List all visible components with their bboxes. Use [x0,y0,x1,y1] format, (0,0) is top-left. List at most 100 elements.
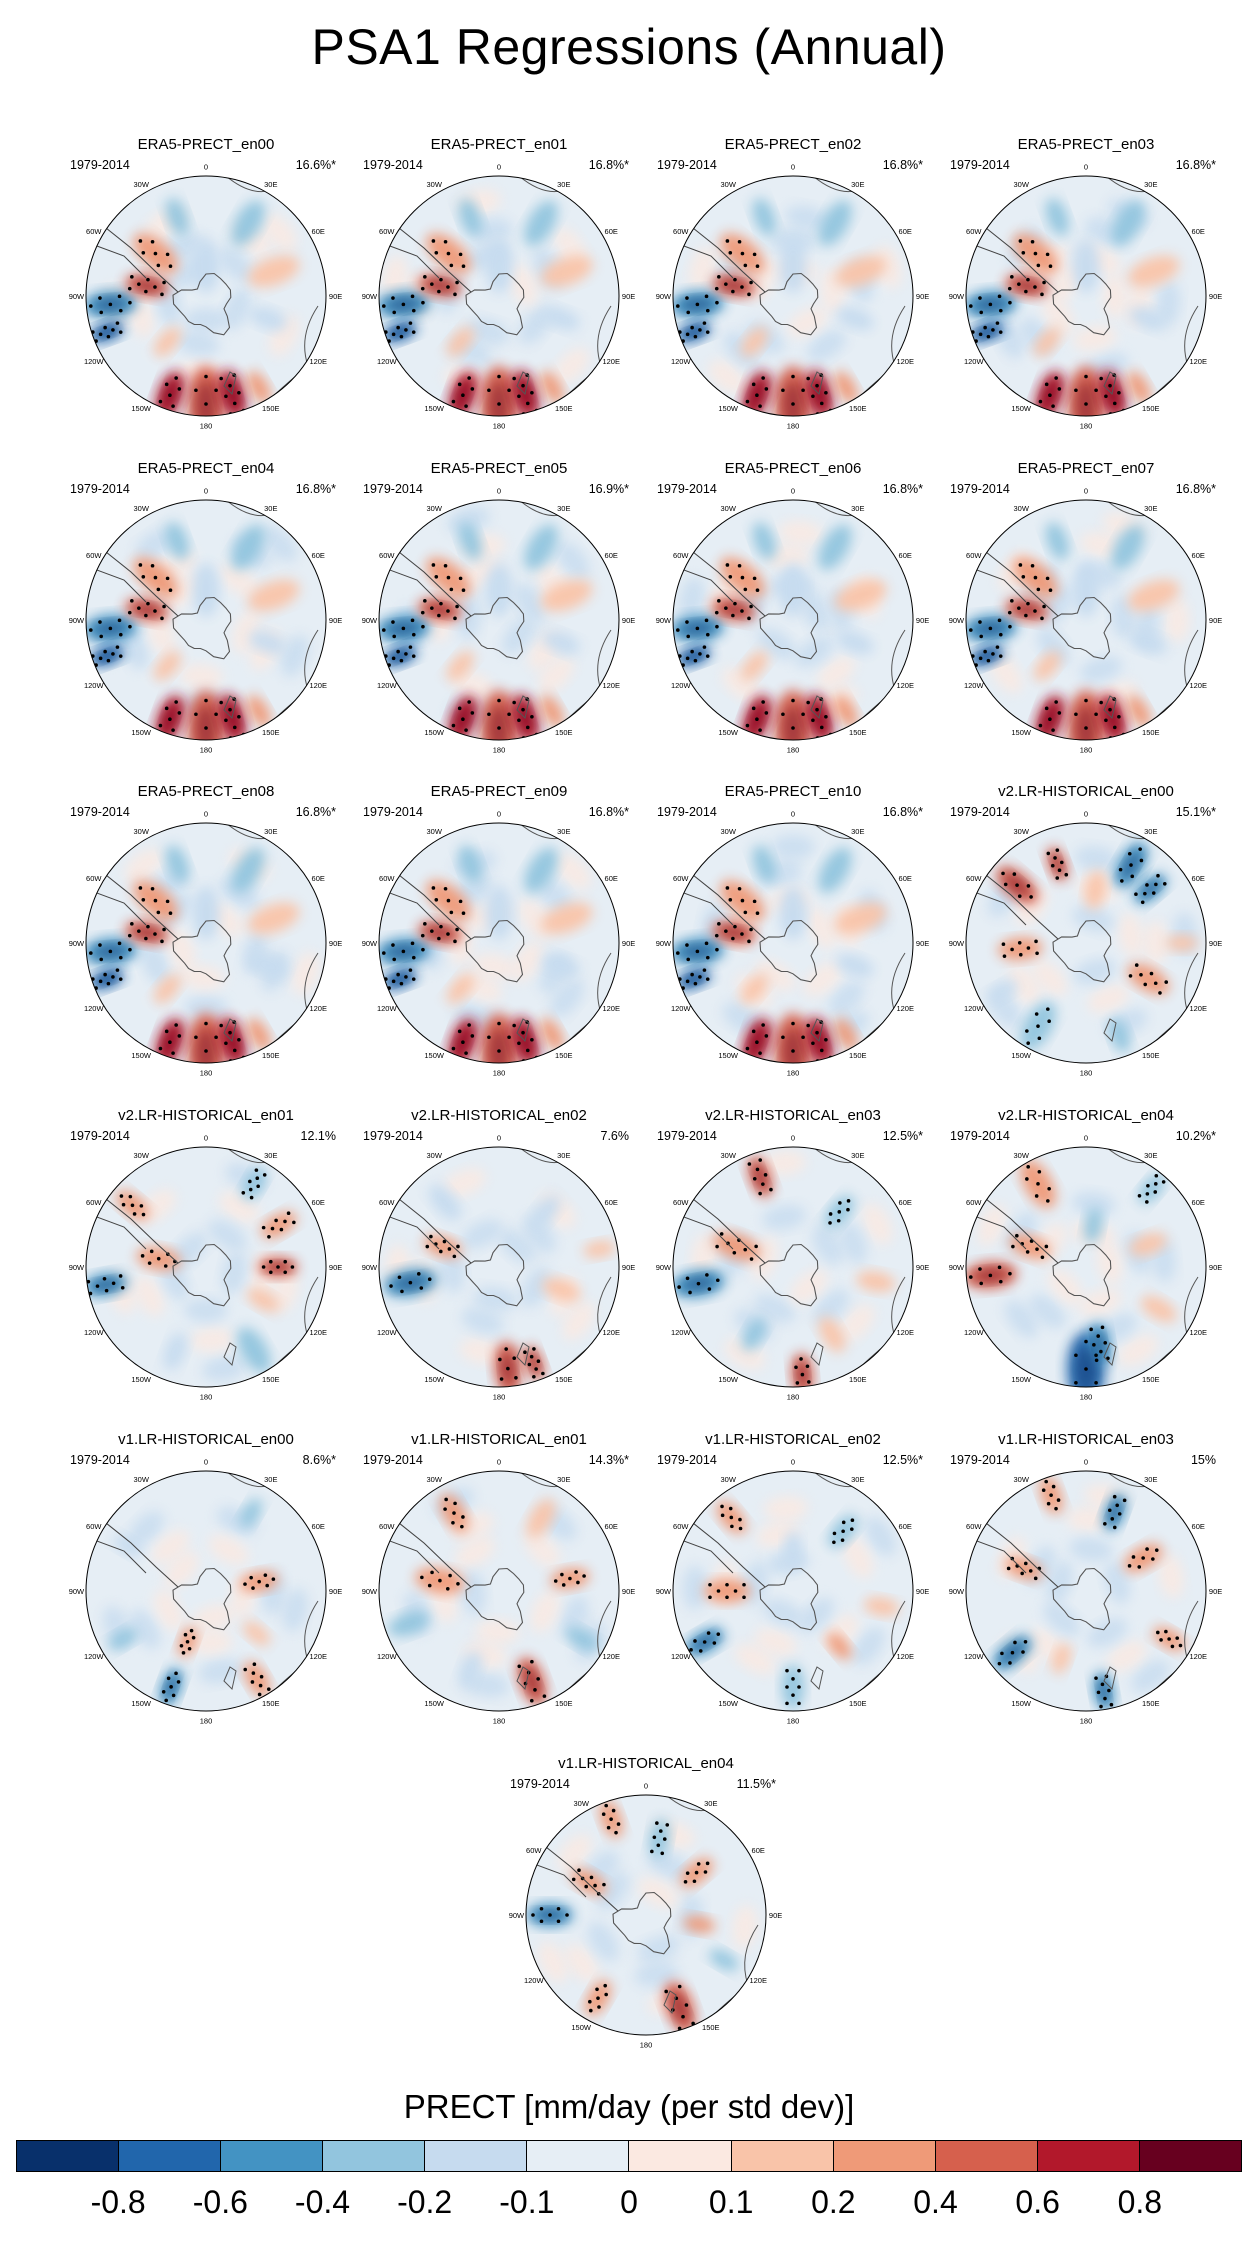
coastline-new-zealand [223,371,237,395]
significance-dot [690,972,694,977]
significance-dot [455,927,459,932]
longitude-label: 90E [622,939,635,948]
significance-dot [423,599,427,603]
longitude-label: 60W [379,227,395,236]
map-panel: v2.LR-HISTORICAL_en03 1979-2014 12.5%* 0 30E… [647,1107,939,1407]
colorbar-segment [935,2141,1038,2171]
longitude-label: 120W [964,1004,985,1013]
anomaly-patch [1086,1618,1128,1648]
panel-variance-explained: 8.6%* [302,1453,336,1467]
significance-dot [799,1357,803,1361]
coastline-south-america [673,241,734,279]
significance-dot [685,1871,690,1875]
anomaly-patch [538,1942,568,1983]
significance-dot [487,712,491,717]
panel-period: 1979-2014 [950,1129,1010,1143]
anomaly-patch [840,1304,875,1342]
significance-dot [219,1023,223,1028]
significance-dot [685,1276,690,1281]
coastline-new-zealand [223,1018,237,1042]
longitude-label: 180 [1080,1393,1093,1402]
longitude-label: 60W [86,1522,102,1531]
anomaly-patch [1079,656,1123,683]
significance-dot [755,264,760,268]
significance-dot [1137,1565,1142,1569]
longitude-label: 120E [1189,681,1207,690]
anomaly-patch [852,1626,885,1666]
significance-dot [1134,963,1139,967]
significance-dot [693,1639,697,1643]
anomaly-blob [540,579,593,612]
significance-dot [795,1381,800,1385]
anomaly-blob [779,563,807,617]
significance-dot [733,277,737,282]
longitude-label: 60W [966,227,982,236]
significance-dot [169,1685,173,1689]
anomaly-patch [762,1204,807,1230]
coastline-antarctica [1052,919,1112,983]
significance-dot [717,275,721,279]
longitude-label: 120E [309,1652,327,1661]
significance-dot [715,624,719,629]
anomaly-patch [771,835,815,859]
significance-dot [168,911,173,915]
significance-dot [141,250,146,255]
map-panel: ERA5-PRECT_en05 1979-2014 16.9%* 0 30E 60E 90E… [353,460,645,760]
significance-dot [118,330,123,334]
longitude-label: 60E [605,227,618,236]
significance-dot [1044,1244,1049,1249]
anomaly-patch [798,1597,835,1633]
significance-dot [118,308,123,313]
significance-dot [497,1049,501,1053]
significance-dot [138,239,143,243]
longitude-label: 120W [671,1004,692,1013]
significance-dot [1100,1325,1105,1330]
longitude-label: 60E [899,551,912,560]
significance-dot [453,616,457,621]
anomaly-patch [753,1294,796,1323]
significance-dot [1103,1696,1107,1701]
significance-dot [146,601,150,606]
significance-dot [1010,599,1014,603]
significance-dot [536,1677,540,1681]
significance-dot [168,588,173,592]
significance-dot [716,1632,721,1636]
significance-dot [1035,951,1039,956]
map-panel: v1.LR-HISTORICAL_en02 1979-2014 12.5%* 0 30E… [647,1431,939,1731]
longitude-label: 30W [426,827,442,836]
significance-dot [725,1595,729,1600]
anomaly-patch [135,528,175,561]
significance-dot [410,294,415,299]
anomaly-patch [221,1251,247,1295]
longitude-label: 90E [916,292,929,301]
significance-dot [102,1277,107,1281]
significance-dot [565,1913,569,1917]
coastline-antarctica [1052,1243,1112,1307]
anomaly-patch [1004,1300,1039,1338]
longitude-label: 150E [262,1051,280,1060]
longitude-label: 0 [204,1133,208,1142]
longitude-label: 60E [312,227,325,236]
significance-dot [177,1034,182,1038]
significance-dot [604,1992,608,1997]
anomaly-patch [522,1215,556,1254]
significance-dot [1008,1661,1012,1665]
significance-dot [149,1249,154,1254]
anomaly-core [133,926,161,939]
significance-dot [1036,587,1041,592]
anomaly-blob [542,1277,580,1302]
anomaly-blob [108,1628,138,1650]
significance-dot [421,300,425,305]
significance-dot [144,613,148,618]
significance-dot [754,1244,758,1249]
longitude-label: 90W [509,1911,525,1920]
longitude-label: 60E [899,1522,912,1531]
colorbar-title: PRECT [mm/day (per std dev)] [403,2088,855,2125]
anomaly-patch [977,1204,1006,1246]
colorbar-tick-label: 0.1 [708,2184,754,2220]
significance-dot [270,1226,275,1231]
coastline-south-america [966,888,1027,926]
significance-dot [156,263,161,268]
